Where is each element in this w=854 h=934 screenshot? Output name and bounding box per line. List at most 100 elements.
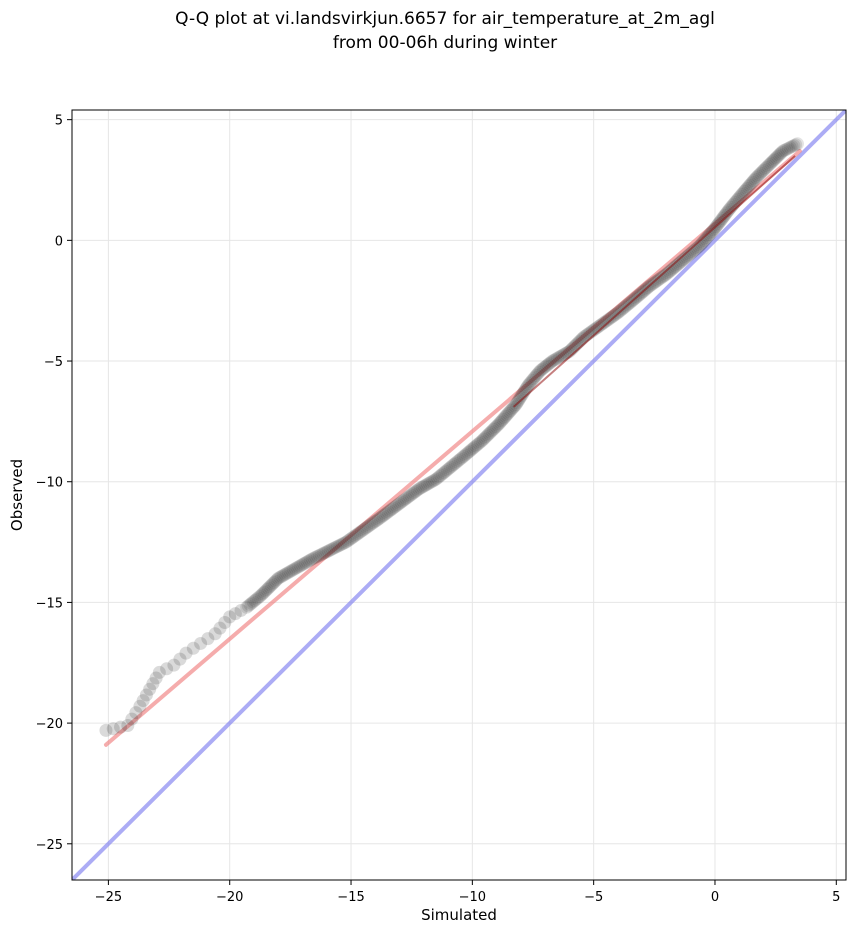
quantile-point [664,263,678,277]
quantile-point [378,507,392,521]
quantile-point [606,309,620,323]
y-tick-label: −10 [36,476,63,491]
quantile-point [789,138,803,152]
quantile-point [213,621,227,635]
quantile-point [547,353,561,367]
quantile-point [513,390,527,404]
quantile-point [661,266,675,280]
quantile-point [529,369,543,383]
quantile-point [538,360,552,374]
quantile-point [173,652,187,666]
quantile-point [594,318,608,332]
fit-line [103,149,802,747]
quantile-point [414,481,428,495]
x-tick-label: 0 [711,890,719,905]
quantile-point [787,139,801,153]
quantile-point [497,411,511,425]
quantile-point [768,152,782,166]
quantile-point [266,577,280,591]
quantile-point [389,499,403,513]
quantile-point [528,370,542,384]
quantile-point [697,234,711,248]
quantile-point [245,596,259,610]
quantile-point [771,149,785,163]
quantile-point [464,443,478,457]
quantile-point [447,458,461,472]
quantile-point [762,158,776,172]
quantile-point [463,444,477,458]
y-tick-label: 0 [55,234,63,249]
quantile-point [327,541,341,555]
quantile-point [121,719,135,733]
quantile-point [405,487,419,501]
quantile-point [659,267,673,281]
quantile-point [467,440,481,454]
quantile-point [737,184,751,198]
quantile-point [254,588,268,602]
quantile-point [602,312,616,326]
quantile-point [496,412,510,426]
quantile-point [432,470,446,484]
quantile-point [450,455,464,469]
quantile-point [608,308,622,322]
quantile-point [701,229,715,243]
quantile-point [106,722,120,736]
quantile-point [754,166,768,180]
quantile-point [143,682,157,696]
reference-lines [72,110,846,880]
quantile-point [280,566,294,580]
quantile-point [604,311,618,325]
quantile-point [311,549,325,563]
quantile-point [544,355,558,369]
quantile-point [358,522,372,536]
quantile-point [790,137,804,151]
quantile-point [136,694,150,708]
quantile-point [218,616,232,630]
quantile-point [512,392,526,406]
quantile-point [426,474,440,488]
quantile-point [696,235,710,249]
quantile-point [270,573,284,587]
quantile-point [434,468,448,482]
quantile-point [651,273,665,287]
quantile-point [281,565,295,579]
x-tick-label: −25 [95,890,122,905]
quantile-point [736,186,750,200]
quantile-point [371,512,385,526]
quantile-point [386,501,400,515]
quantile-point [666,262,680,276]
quantile-point [401,490,415,504]
quantile-point [499,409,513,423]
quantile-point [393,496,407,510]
quantile-point [442,462,456,476]
quantile-point [179,646,193,660]
quantile-point [402,489,416,503]
quantile-point [249,592,263,606]
quantile-point [260,583,274,597]
quantile-point [500,408,514,422]
quantile-point [676,253,690,267]
quantile-point [268,574,282,588]
quantile-point [678,251,692,265]
quantile-point [761,159,775,173]
quantile-point [228,607,242,621]
quantile-point [99,723,113,737]
quantile-point [404,488,418,502]
quantile-point [346,530,360,544]
quantile-point [686,245,700,259]
quantile-point [264,578,278,592]
quantile-point [758,162,772,176]
quantile-point [314,547,328,561]
quantile-point [283,565,297,579]
quantile-point [332,539,346,553]
quantile-point [502,405,516,419]
quantile-point [684,246,698,260]
quantile-point [715,212,729,226]
quantile-point [396,494,410,508]
quantile-point [545,354,559,368]
quantile-point [125,712,139,726]
quantile-point [541,358,555,372]
quantile-point [455,451,469,465]
quantile-point [290,561,304,575]
